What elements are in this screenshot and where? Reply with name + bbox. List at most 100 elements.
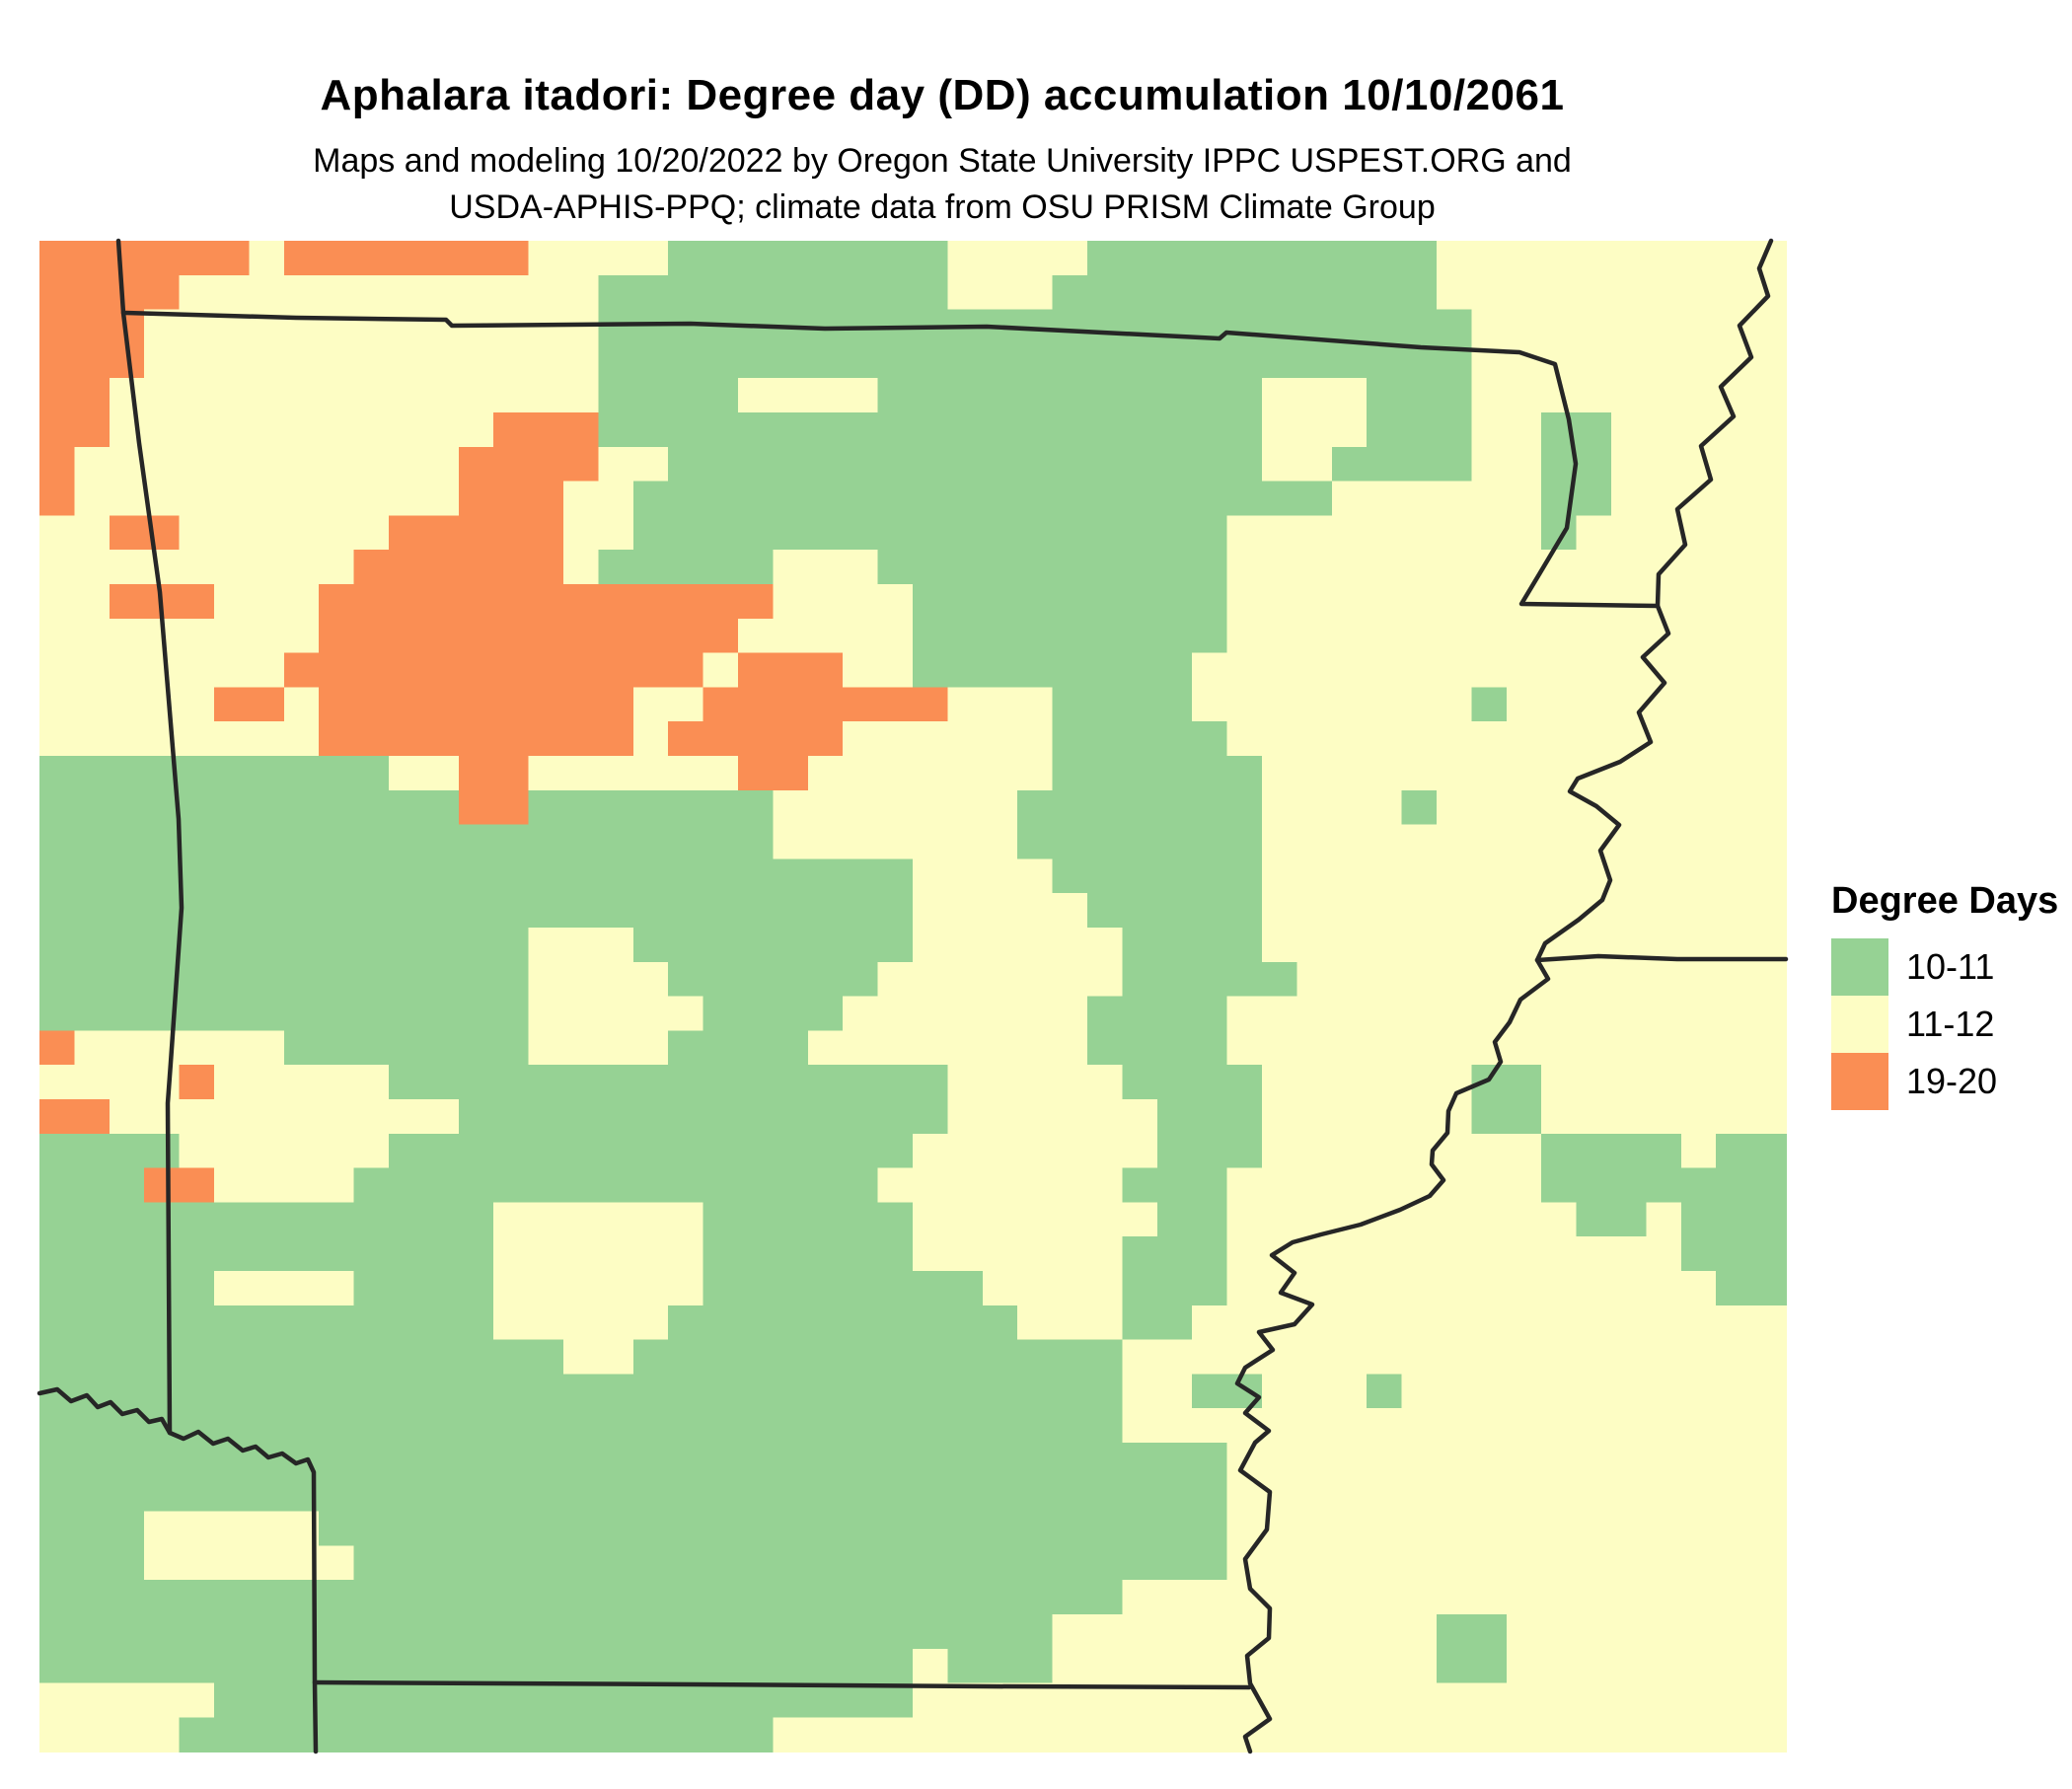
map-cell-run bbox=[913, 1682, 1787, 1719]
map-cell-run bbox=[1262, 756, 1787, 791]
map-cell-run bbox=[283, 241, 530, 276]
map-cell-run bbox=[39, 1648, 914, 1684]
map-cell-run bbox=[1017, 1304, 1124, 1341]
map-cell-run bbox=[39, 996, 530, 1032]
map-cell-run bbox=[39, 1167, 145, 1204]
map-cell-run bbox=[283, 1030, 530, 1066]
map-cell-run bbox=[179, 515, 390, 551]
map-cell-run bbox=[389, 1065, 949, 1100]
map-cell-run bbox=[1122, 928, 1263, 963]
map-cell-run bbox=[528, 1030, 669, 1066]
legend-swatch-green bbox=[1831, 938, 1888, 996]
map-cell-run bbox=[1401, 1374, 1787, 1409]
map-cell-run bbox=[458, 481, 564, 517]
map-cell-run bbox=[773, 584, 914, 620]
map-cell-run bbox=[632, 1339, 1124, 1376]
map-cell-run bbox=[1541, 481, 1612, 517]
map-cell-run bbox=[249, 241, 285, 276]
map-cell-run bbox=[458, 756, 530, 791]
map-cell-run bbox=[1471, 343, 1787, 379]
map-cell-run bbox=[39, 515, 111, 551]
map-cell-run bbox=[1052, 721, 1228, 757]
map-cell-run bbox=[947, 1099, 1158, 1135]
map-cell-run bbox=[74, 481, 460, 517]
map-cell-run bbox=[632, 928, 914, 963]
map-cell-run bbox=[1226, 584, 1787, 620]
map-cell-run bbox=[913, 1648, 949, 1684]
map-cell-run bbox=[144, 343, 600, 379]
map-cell-run bbox=[39, 652, 285, 689]
map-cell-run bbox=[1226, 1271, 1717, 1306]
map-cell-run bbox=[39, 721, 320, 757]
map-cell-run bbox=[39, 1408, 1124, 1444]
map-cell-run bbox=[39, 687, 215, 722]
map-cell-run bbox=[1541, 1167, 1787, 1204]
map-cell-run bbox=[528, 756, 739, 791]
map-cell-run bbox=[913, 584, 1228, 620]
map-cell-run bbox=[39, 858, 914, 894]
subtitle-line-2: USDA-APHIS-PPQ; climate data from OSU PR… bbox=[449, 188, 1436, 226]
map-cell-run bbox=[493, 412, 600, 448]
map-cell-run bbox=[703, 1271, 984, 1306]
map-cell-run bbox=[1156, 1099, 1263, 1135]
legend-label: 19-20 bbox=[1906, 1061, 1998, 1101]
map-cell-run bbox=[458, 1099, 949, 1135]
map-cell-run bbox=[1262, 824, 1787, 860]
map-cell-run bbox=[493, 1304, 669, 1341]
map-cell-run bbox=[528, 241, 669, 276]
map-cell-run bbox=[598, 274, 949, 311]
map-cell-run bbox=[39, 961, 530, 998]
map-cell-run bbox=[668, 1030, 809, 1066]
map-cell-run bbox=[39, 1339, 564, 1376]
map-cell-run bbox=[1087, 241, 1438, 276]
map-cell-run bbox=[389, 515, 564, 551]
map-cell-run bbox=[1226, 1476, 1787, 1513]
page-title: Aphalara itadori: Degree day (DD) accumu… bbox=[320, 71, 1565, 119]
missouri-arkansas-border bbox=[120, 310, 1661, 609]
map-cell-run bbox=[389, 1133, 914, 1169]
map-cell-run bbox=[1262, 446, 1333, 483]
map-cell-run bbox=[1680, 1236, 1787, 1272]
map-cell-run bbox=[703, 996, 844, 1032]
map-cell-run bbox=[1680, 1133, 1717, 1169]
map-cell-run bbox=[947, 1065, 1124, 1100]
map-cell-run bbox=[144, 1545, 355, 1581]
map-cell-run bbox=[1541, 515, 1578, 551]
map-cell-run bbox=[528, 961, 669, 998]
map-cell-run bbox=[773, 550, 879, 585]
oklahoma-border bbox=[115, 238, 185, 1436]
map-cell-run bbox=[947, 1648, 1054, 1684]
map-cell-run bbox=[74, 1030, 285, 1066]
arkansas-louisiana-border bbox=[312, 1679, 1252, 1690]
map-cell-run bbox=[947, 274, 1054, 311]
map-cell-run bbox=[1262, 789, 1403, 826]
map-cell-run bbox=[703, 1236, 914, 1272]
map-cell-run bbox=[39, 481, 76, 517]
map-cell-run bbox=[668, 446, 1263, 483]
map-cell-run bbox=[1052, 1614, 1438, 1650]
map-cell-run bbox=[39, 550, 355, 585]
map-cell-run bbox=[1052, 687, 1193, 722]
map-cell-run bbox=[1122, 1065, 1263, 1100]
map-cell-run bbox=[39, 756, 390, 791]
map-cell-run bbox=[1541, 1065, 1787, 1100]
map-cell-run bbox=[1226, 1030, 1787, 1066]
map-cell-run bbox=[632, 481, 1333, 517]
map-cell-run bbox=[1122, 1374, 1193, 1409]
map-cell-run bbox=[668, 241, 949, 276]
map-cell-run bbox=[563, 1339, 634, 1376]
legend-label: 11-12 bbox=[1906, 1004, 1995, 1044]
map-cell-run bbox=[913, 1202, 1158, 1237]
header: Aphalara itadori: Degree day (DD) accumu… bbox=[0, 0, 1885, 231]
map-cell-run bbox=[1437, 1614, 1508, 1650]
map-cell-run bbox=[1122, 1408, 1787, 1444]
map-cell-run bbox=[1471, 1099, 1542, 1135]
map-cell-run bbox=[1401, 789, 1438, 826]
map-cell-run bbox=[703, 1202, 914, 1237]
map-cell-run bbox=[493, 1236, 704, 1272]
map-cell-run bbox=[563, 515, 634, 551]
map-cell-run bbox=[1122, 1271, 1228, 1306]
map-cell-run bbox=[913, 1133, 1158, 1169]
map-cell-run bbox=[1122, 1580, 1787, 1615]
map-cell-run bbox=[1262, 1374, 1368, 1409]
